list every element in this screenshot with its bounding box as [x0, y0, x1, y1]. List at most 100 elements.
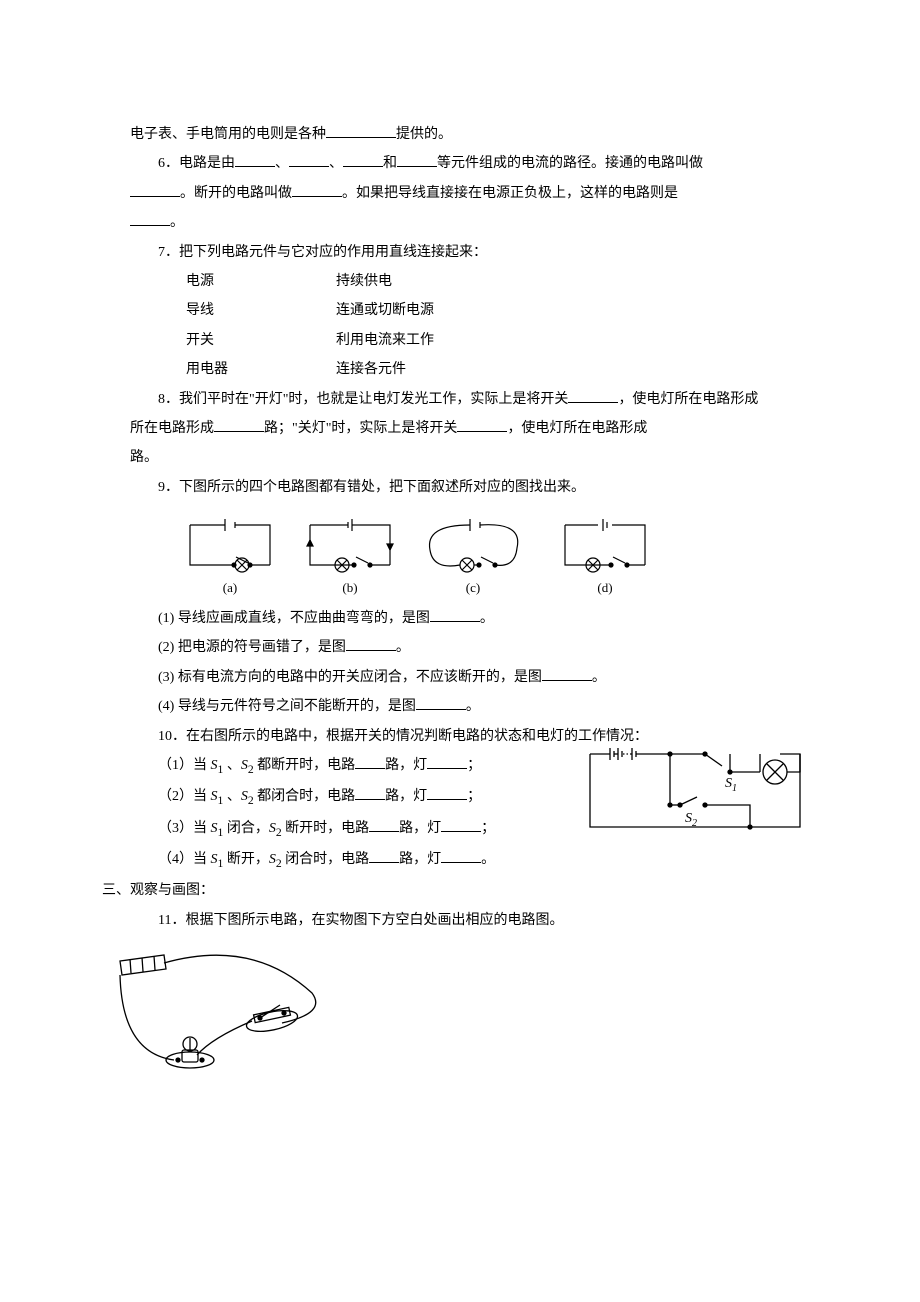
section-3-heading: 三、观察与画图：: [102, 876, 790, 905]
blank: [397, 152, 437, 167]
intro-text-1: 电子表、手电筒用的电则是各种: [130, 127, 326, 142]
fig-label-d: (d): [597, 580, 612, 595]
question-8: 8．我们平时在"开灯"时，也就是让电灯发光工作，实际上是将开关 ，使电灯所在电路形…: [130, 385, 790, 414]
fig-label-c: (c): [466, 580, 480, 595]
circuit-diagrams-q9: (a) (b) (c): [170, 510, 670, 600]
q10-s4a: （4）当: [158, 852, 211, 867]
blank: [441, 817, 481, 832]
question-6: 6．电路是由 、 、 和 等元件组成的电流的路径。接通的电路叫做: [130, 149, 790, 178]
q9-t: 下图所示的四个电路图都有错处，把下面叙述所对应的图找出来。: [179, 480, 585, 495]
match-left: 导线: [186, 296, 336, 325]
sym-S: S: [211, 852, 218, 867]
q9-s3: (3) 标有电流方向的电路中的开关应闭合，不应该断开的，是图: [158, 670, 542, 685]
q10-and: 、: [223, 789, 241, 804]
q10-end: 。: [481, 852, 495, 867]
q11-physical-diagram: [102, 943, 790, 1084]
q9-end1: 。: [480, 611, 494, 626]
match-row: 导线 连通或切断电源: [186, 296, 790, 325]
q8-t2b: 所在电路形成: [130, 421, 214, 436]
q9-s1: (1) 导线应画成直线，不应曲曲弯弯的，是图: [158, 611, 430, 626]
q11-num: 11．: [158, 913, 185, 928]
blank: [568, 388, 618, 403]
sym-S: S: [241, 789, 248, 804]
q10-s2a: （2）当: [158, 789, 211, 804]
q10-semi3: ；: [481, 821, 495, 836]
q8-t3: 路；"关灯"时，实际上是将开关: [264, 421, 457, 436]
blank: [346, 636, 396, 651]
question-11: 11．根据下图所示电路，在实物图下方空白处画出相应的电路图。: [130, 906, 790, 935]
q10-diagram: S1 S2: [580, 742, 810, 853]
q6-and: 和: [383, 156, 397, 171]
q10-s1c: 路，灯: [385, 758, 427, 773]
q10-s3d: 路，灯: [399, 821, 441, 836]
sym-S: S: [211, 758, 218, 773]
q10-s3b: 闭合，: [223, 821, 269, 836]
blank: [235, 152, 275, 167]
blank: [542, 666, 592, 681]
q9-sub3: (3) 标有电流方向的电路中的开关应闭合，不应该断开的，是图。: [158, 663, 790, 692]
worksheet-page: 电子表、手电筒用的电则是各种提供的。 6．电路是由、、和等元件组成的电流的路径。…: [0, 0, 920, 1302]
question-8-cont2: 路。: [130, 443, 790, 472]
sym-S: S: [241, 758, 248, 773]
blank: [416, 695, 466, 710]
fig-label-a: (a): [223, 580, 237, 595]
q8-t1: 我们平时在"开灯"时，也就是让电灯发光工作，实际上是将开关: [179, 392, 568, 407]
blank: [289, 152, 329, 167]
question-6-cont2: 。: [130, 208, 790, 237]
match-right: 连通或切断电源: [336, 296, 434, 325]
q9-s2: (2) 把电源的符号画错了，是图: [158, 640, 346, 655]
q6-sep1: 、: [275, 156, 289, 171]
question-9: 9．下图所示的四个电路图都有错处，把下面叙述所对应的图找出来。: [130, 473, 790, 502]
blank: [427, 785, 467, 800]
q8-num: 8．: [158, 392, 179, 407]
blank: [214, 417, 264, 432]
q10-num: 10．: [158, 729, 186, 744]
blank: [292, 182, 342, 197]
q9-sub2: (2) 把电源的符号画错了，是图 。: [158, 633, 790, 662]
q9-s4: (4) 导线与元件符号之间不能断开的，是图: [158, 699, 416, 714]
q8-t2: ，使电灯所在电路形成: [618, 392, 758, 407]
q10-and: 、: [223, 758, 241, 773]
q10-s4d: 路，灯: [399, 852, 441, 867]
q9-sub1: (1) 导线应画成直线，不应曲曲弯弯的，是图 。: [158, 604, 790, 633]
match-row: 开关 利用电流来工作: [186, 326, 790, 355]
blank: [355, 785, 385, 800]
sym-S: S: [269, 852, 276, 867]
q10-s3c: 断开时，电路: [282, 821, 370, 836]
q10-s3a: （3）当: [158, 821, 211, 836]
q6-t5: 。: [170, 215, 184, 230]
q6-t1: 电路是由: [179, 156, 235, 171]
blank: [457, 417, 507, 432]
intro-text-2: 提供的。: [396, 127, 452, 142]
match-left: 用电器: [186, 355, 336, 384]
blank: [130, 182, 180, 197]
q10-s4c: 闭合时，电路: [282, 852, 370, 867]
q10-t: 在右图所示的电路中，根据开关的情况判断电路的状态和电灯的工作情况：: [186, 729, 648, 744]
intro-fragment: 电子表、手电筒用的电则是各种 提供的。: [130, 120, 790, 149]
q9-end2: 。: [396, 640, 410, 655]
q7-num: 7．: [158, 245, 179, 260]
q11-t: 根据下图所示电路，在实物图下方空白处画出相应的电路图。: [185, 913, 563, 928]
circuit-diagram-q10: S1 S2: [580, 742, 810, 842]
q6-num: 6．: [158, 156, 179, 171]
q10-s2c: 路，灯: [385, 789, 427, 804]
physical-circuit-icon: [102, 943, 342, 1073]
q6-t2: 等元件组成的电流的路径。接通的电路叫做: [437, 156, 703, 171]
q10-s1b: 都断开时，电路: [254, 758, 356, 773]
q10-semi2: ；: [467, 789, 481, 804]
blank: [369, 848, 399, 863]
q10-semi1: ；: [467, 758, 481, 773]
blank: [355, 754, 385, 769]
q8-t4: ，使电灯所在电路形成: [507, 421, 647, 436]
sym-S: S: [211, 821, 218, 836]
blank: [369, 817, 399, 832]
blank: [430, 607, 480, 622]
sym-S: S: [269, 821, 276, 836]
match-row: 电源 持续供电: [186, 267, 790, 296]
match-left: 开关: [186, 326, 336, 355]
match-left: 电源: [186, 267, 336, 296]
question-10-wrap: 10．在右图所示的电路中，根据开关的情况判断电路的状态和电灯的工作情况：: [130, 722, 790, 877]
q10-s4b: 断开，: [223, 852, 269, 867]
q6-sep2: 、: [329, 156, 343, 171]
blank: [441, 848, 481, 863]
